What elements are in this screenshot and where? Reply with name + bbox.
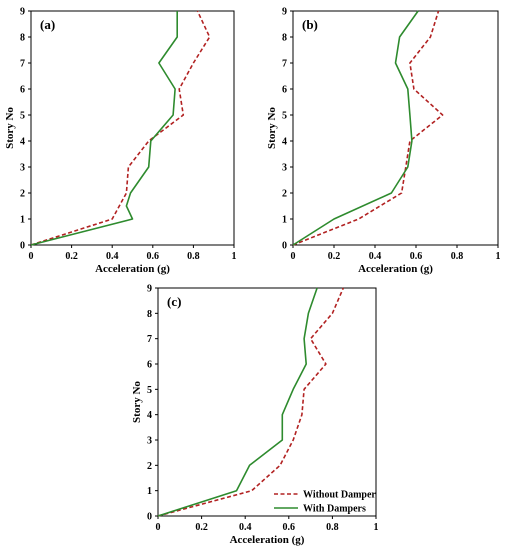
x-axis-title: Acceleration (g) <box>95 263 170 275</box>
x-tick-label: 1 <box>496 251 501 262</box>
y-axis-title: Story No <box>131 381 143 423</box>
y-tick-label: 7 <box>20 59 25 70</box>
y-tick-label: 8 <box>282 33 287 44</box>
series-line-with-dampers <box>157 287 318 517</box>
x-tick-label: 1 <box>374 522 379 533</box>
series-line-without-damper <box>30 10 211 246</box>
y-tick-label: 2 <box>20 189 25 200</box>
x-tick-label: 0 <box>156 522 161 533</box>
y-tick-label: 7 <box>282 59 287 70</box>
x-tick-label: 0 <box>291 251 296 262</box>
x-tick-label: 0.4 <box>369 251 382 262</box>
y-tick-label: 9 <box>20 7 25 18</box>
series-line-with-dampers <box>30 11 178 246</box>
y-tick-label: 4 <box>147 410 152 421</box>
legend-label: Without Damper <box>303 490 376 501</box>
y-tick-label: 9 <box>282 7 287 18</box>
y-tick-label: 5 <box>147 385 152 396</box>
y-tick-label: 4 <box>282 137 287 148</box>
x-tick-label: 0.6 <box>410 251 423 262</box>
y-tick-label: 3 <box>20 163 25 174</box>
series-line-without-damper <box>157 287 345 517</box>
y-tick-label: 5 <box>282 111 287 122</box>
y-tick-label: 4 <box>20 137 25 148</box>
y-tick-label: 6 <box>20 85 25 96</box>
panel-tag: (c) <box>167 294 181 309</box>
y-tick-label: 2 <box>147 461 152 472</box>
chart-panel-3: 0 0.2 0.4 0.6 0.8 1 0 1 2 3 4 5 6 7 8 9 Acceleration (g)… <box>131 284 379 547</box>
x-tick-label: 0.2 <box>195 522 208 533</box>
y-tick-label: 0 <box>20 241 25 252</box>
x-tick-label: 0.6 <box>147 251 160 262</box>
y-tick-label: 6 <box>282 85 287 96</box>
x-tick-label: 0.4 <box>239 522 252 533</box>
x-tick-label: 0.2 <box>328 251 341 262</box>
y-tick-label: 1 <box>147 486 152 497</box>
x-axis-title: Acceleration (g) <box>230 534 305 546</box>
chart-panel-2: 0 0.2 0.4 0.6 0.8 1 0 1 2 3 4 5 6 7 8 9 Acceleration (g)… <box>266 7 501 276</box>
panel-tag: (b) <box>302 17 318 32</box>
x-tick-label: 0.6 <box>283 522 296 533</box>
x-tick-label: 0 <box>29 251 34 262</box>
x-tick-label: 1 <box>232 251 237 262</box>
series-line-with-dampers <box>292 10 419 246</box>
x-tick-label: 0.8 <box>451 251 464 262</box>
y-tick-label: 7 <box>147 334 152 345</box>
plot-frame <box>157 287 377 517</box>
y-tick-label: 1 <box>282 215 287 226</box>
legend-label: With Dampers <box>303 504 366 515</box>
y-tick-label: 6 <box>147 360 152 371</box>
x-tick-label: 0.4 <box>106 251 119 262</box>
y-tick-label: 8 <box>147 309 152 320</box>
y-tick-label: 1 <box>20 215 25 226</box>
chart-panel-1: 0 0.2 0.4 0.6 0.8 1 0 1 2 3 4 5 6 7 8 9 Acceleration (g)… <box>4 7 237 276</box>
plot-frame <box>30 10 235 246</box>
plot-frame <box>292 10 499 246</box>
y-tick-label: 0 <box>282 241 287 252</box>
x-tick-label: 0.8 <box>326 522 339 533</box>
legend: Without Damper With Dampers <box>274 490 376 515</box>
x-tick-label: 0.2 <box>65 251 78 262</box>
series-line-without-damper <box>292 10 444 246</box>
y-tick-label: 2 <box>282 189 287 200</box>
y-tick-label: 8 <box>20 33 25 44</box>
y-tick-label: 0 <box>147 512 152 523</box>
y-tick-label: 3 <box>282 163 287 174</box>
y-tick-label: 5 <box>20 111 25 122</box>
y-axis-title: Story No <box>4 107 16 149</box>
x-axis-title: Acceleration (g) <box>358 263 433 275</box>
y-axis-title: Story No <box>266 107 278 149</box>
panel-tag: (a) <box>40 17 55 32</box>
y-tick-label: 3 <box>147 436 152 447</box>
y-tick-label: 9 <box>147 284 152 295</box>
x-tick-label: 0.8 <box>187 251 200 262</box>
